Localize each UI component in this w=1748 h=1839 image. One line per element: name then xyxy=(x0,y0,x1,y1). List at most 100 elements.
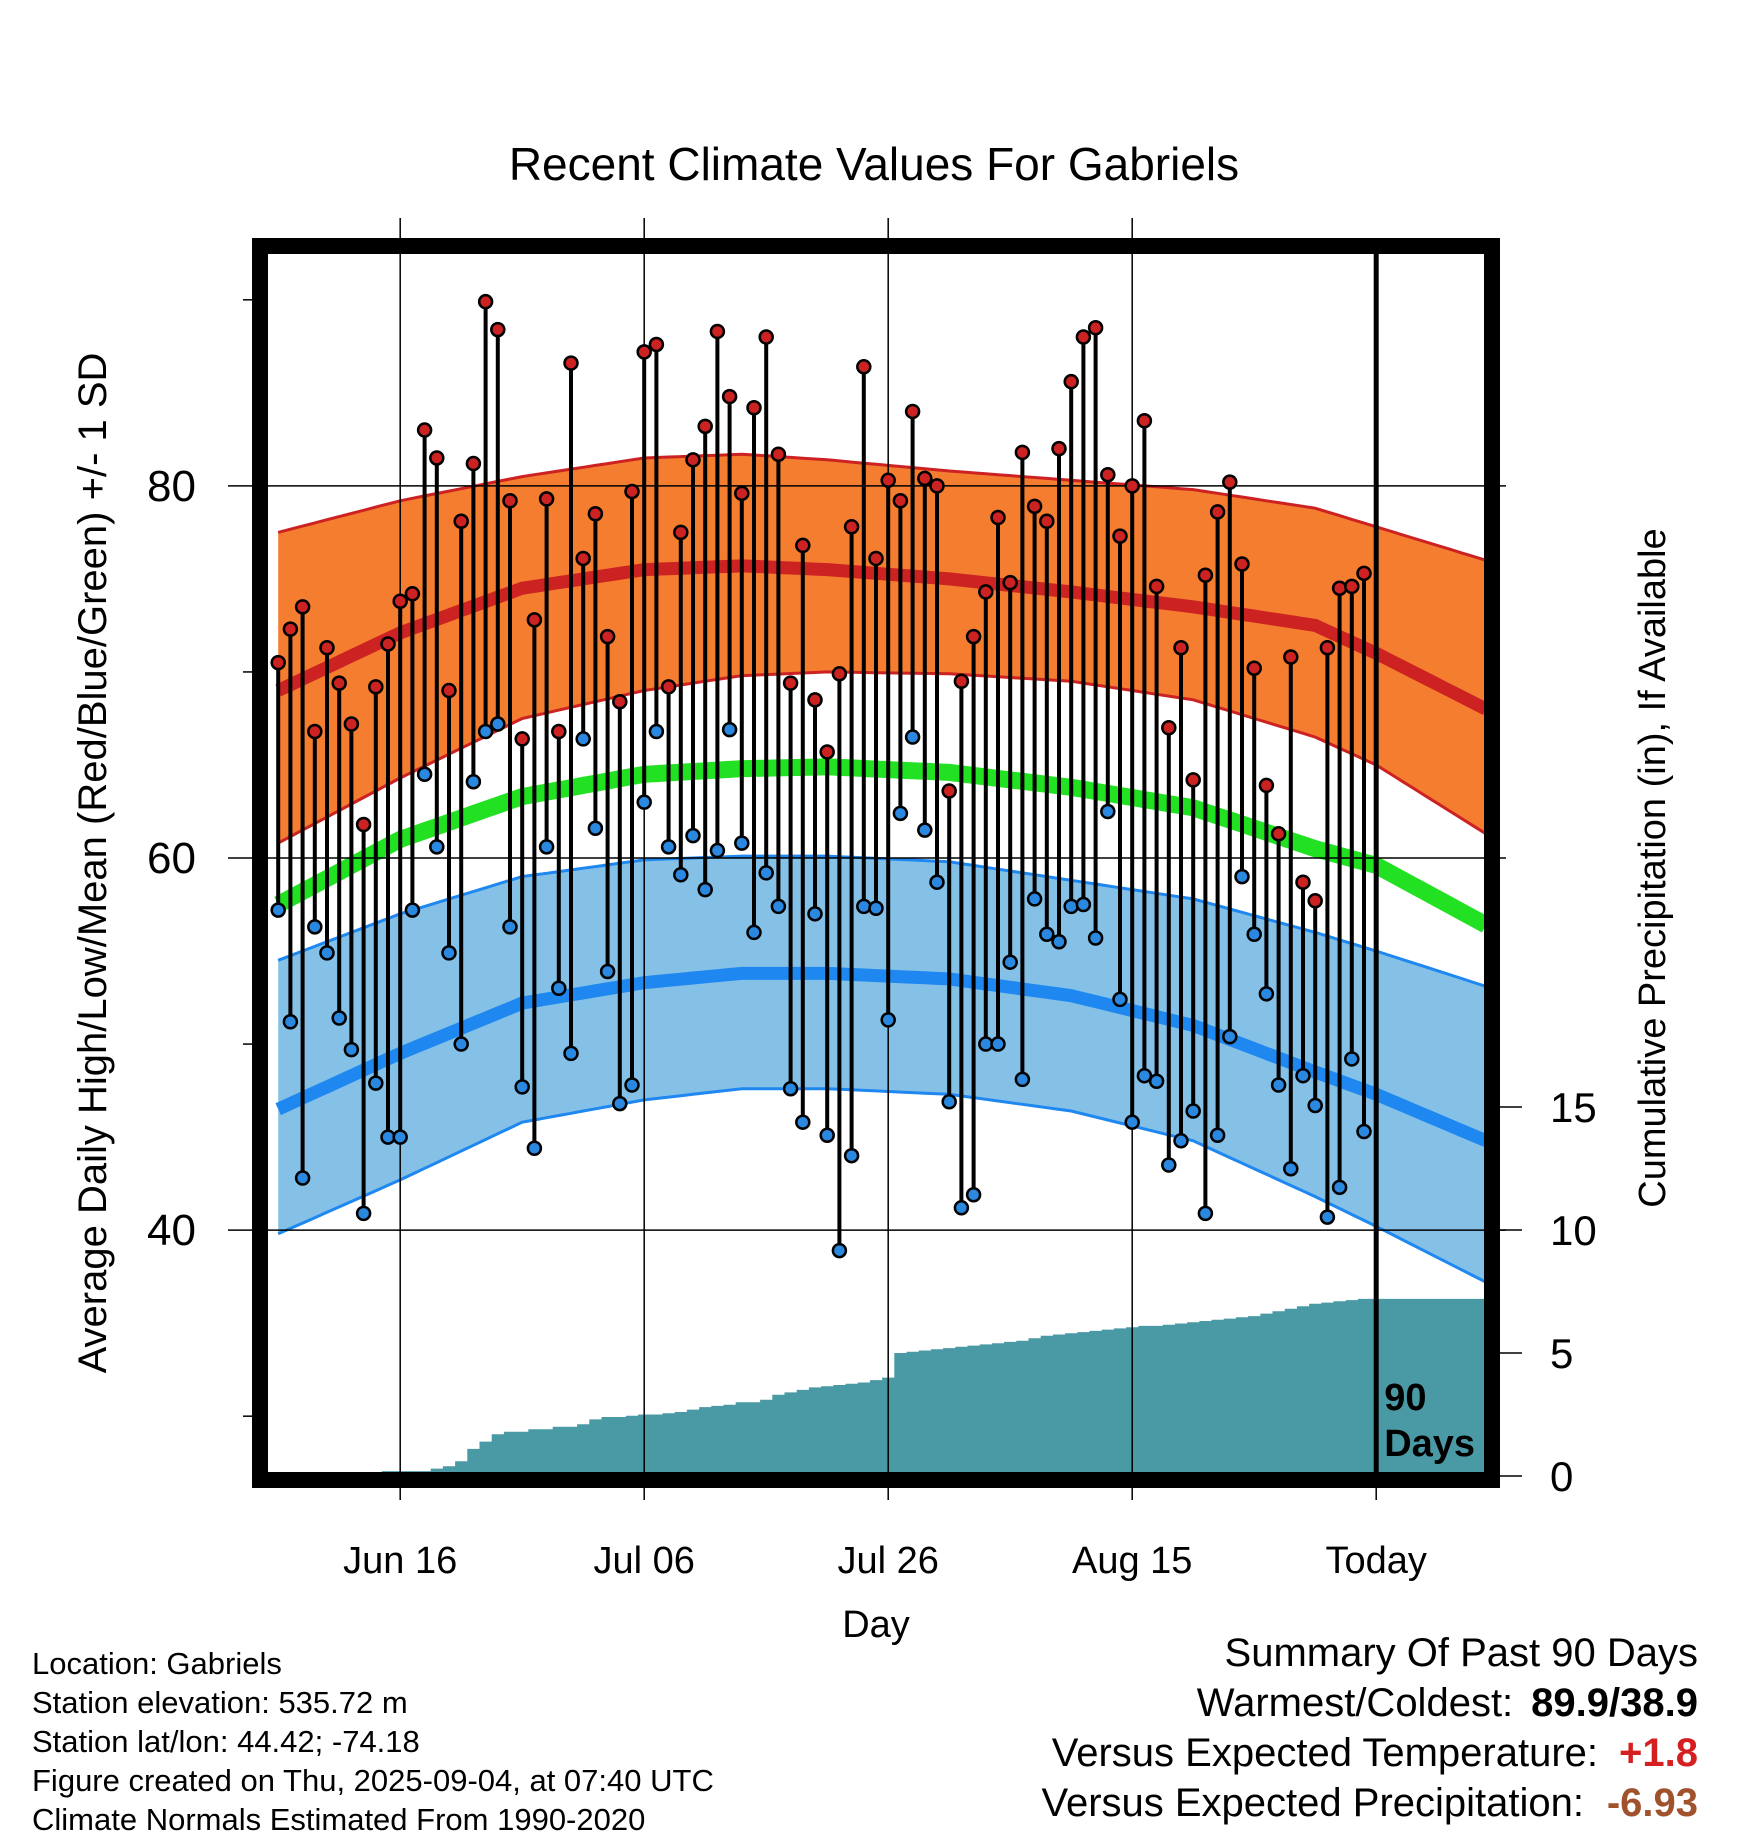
daily-high-point xyxy=(1222,474,1238,490)
daily-high-point xyxy=(404,586,421,602)
daily-low-point xyxy=(1173,1133,1189,1149)
daily-low-point xyxy=(819,1127,835,1143)
daily-low-point xyxy=(1270,1077,1287,1093)
daily-high-point xyxy=(380,636,396,652)
daily-low-point xyxy=(697,881,713,898)
daily-low-point xyxy=(294,1170,311,1186)
x-axis-label: Day xyxy=(842,1604,910,1646)
daily-low-point xyxy=(673,866,689,883)
daily-low-point xyxy=(465,773,482,790)
daily-high-point xyxy=(648,336,665,353)
warmest-label: Warmest/Coldest: xyxy=(1196,1681,1514,1725)
daily-high-point xyxy=(1258,777,1275,794)
daily-high-point xyxy=(1087,319,1104,336)
daily-low-point xyxy=(429,839,445,855)
daily-low-point xyxy=(453,1036,469,1052)
daily-high-point xyxy=(1112,528,1128,544)
daily-low-point xyxy=(1112,991,1128,1008)
daily-high-point xyxy=(465,455,482,472)
normals-text: Climate Normals Estimated From 1990-2020 xyxy=(32,1802,646,1837)
daily-high-point xyxy=(416,422,433,438)
daily-high-point xyxy=(1356,565,1372,582)
summary-title: Summary Of Past 90 Days xyxy=(1224,1631,1698,1675)
temp-value: +1.8 xyxy=(1619,1731,1698,1775)
daily-high-point xyxy=(673,524,689,541)
daily-low-point xyxy=(1002,954,1018,970)
daily-high-point xyxy=(1039,513,1055,529)
daily-low-point xyxy=(917,822,933,838)
daily-high-point xyxy=(392,593,408,609)
daily-high-point xyxy=(490,321,506,338)
daily-high-point xyxy=(1148,578,1165,595)
daily-high-point xyxy=(1100,466,1116,483)
daily-low-point xyxy=(941,1093,957,1110)
daily-low-point xyxy=(1209,1127,1226,1143)
daily-low-point xyxy=(831,1242,848,1259)
daily-low-point xyxy=(1039,926,1055,943)
daily-low-point xyxy=(856,898,872,915)
daily-high-point xyxy=(514,731,530,747)
x-tick-label: Jul 26 xyxy=(837,1540,938,1582)
daily-low-point xyxy=(843,1147,860,1164)
daily-high-point xyxy=(526,612,543,628)
daily-high-point xyxy=(978,584,994,600)
precip-label: Versus Expected Precipitation: xyxy=(1041,1781,1584,1825)
daily-high-point xyxy=(1283,649,1299,665)
x-tick-label: Aug 15 xyxy=(1072,1540,1192,1582)
daily-high-point xyxy=(868,550,884,567)
x-tick-label: Jun 16 xyxy=(343,1540,457,1582)
daily-low-point xyxy=(1234,868,1250,885)
daily-low-point xyxy=(929,874,945,890)
daily-high-point xyxy=(795,537,811,554)
chart-title: Recent Climate Values For Gabriels xyxy=(509,138,1239,190)
daily-high-point xyxy=(917,470,933,487)
daily-high-point xyxy=(307,723,323,740)
daily-low-point xyxy=(575,731,591,747)
summary-temp-row: Versus Expected Temperature: +1.8 xyxy=(1041,1728,1698,1778)
daily-low-point xyxy=(1136,1067,1153,1084)
daily-low-point xyxy=(551,980,567,996)
daily-low-point xyxy=(782,1080,799,1097)
daily-high-point xyxy=(1307,893,1323,909)
y-tick-label: 80 xyxy=(147,462,196,511)
y2-tick-label: 5 xyxy=(1550,1330,1573,1377)
daily-high-point xyxy=(746,399,762,416)
daily-high-point xyxy=(782,675,799,691)
daily-low-point xyxy=(660,839,677,855)
daily-high-point xyxy=(819,744,835,760)
daily-low-point xyxy=(355,1205,372,1222)
daily-low-point xyxy=(770,898,787,915)
daily-high-point xyxy=(1124,478,1140,494)
daily-high-point xyxy=(612,693,628,710)
daily-low-point xyxy=(1148,1073,1165,1090)
x-tick-label: Jul 06 xyxy=(593,1540,694,1582)
daily-high-point xyxy=(880,472,896,489)
daily-low-point xyxy=(612,1095,628,1112)
daily-low-point xyxy=(1161,1157,1177,1173)
daily-high-point xyxy=(770,446,787,462)
daily-low-point xyxy=(563,1045,579,1062)
daily-high-point xyxy=(575,550,591,567)
daily-low-point xyxy=(441,945,457,961)
daily-low-point xyxy=(709,842,726,859)
daily-high-point xyxy=(990,509,1006,526)
warmest-value: 89.9/38.9 xyxy=(1531,1681,1698,1725)
today-label: Days xyxy=(1384,1423,1475,1465)
daily-low-point xyxy=(746,924,762,941)
summary-precip-row: Versus Expected Precipitation: -6.93 xyxy=(1041,1778,1698,1828)
daily-low-point xyxy=(1344,1051,1360,1067)
daily-low-point xyxy=(477,723,494,740)
daily-high-point xyxy=(965,628,982,645)
y-tick-label: 40 xyxy=(147,1206,196,1255)
daily-high-point xyxy=(1270,826,1287,842)
daily-low-point xyxy=(1185,1103,1201,1119)
summary-panel: Summary Of Past 90 Days Warmest/Coldest:… xyxy=(1041,1628,1698,1828)
daily-low-point xyxy=(514,1079,530,1095)
daily-low-point xyxy=(1063,898,1079,915)
daily-high-point xyxy=(807,692,823,708)
plot-frame xyxy=(252,238,1500,1488)
daily-low-point xyxy=(1197,1205,1214,1222)
daily-low-point xyxy=(953,1200,970,1216)
daily-low-point xyxy=(1283,1160,1299,1177)
